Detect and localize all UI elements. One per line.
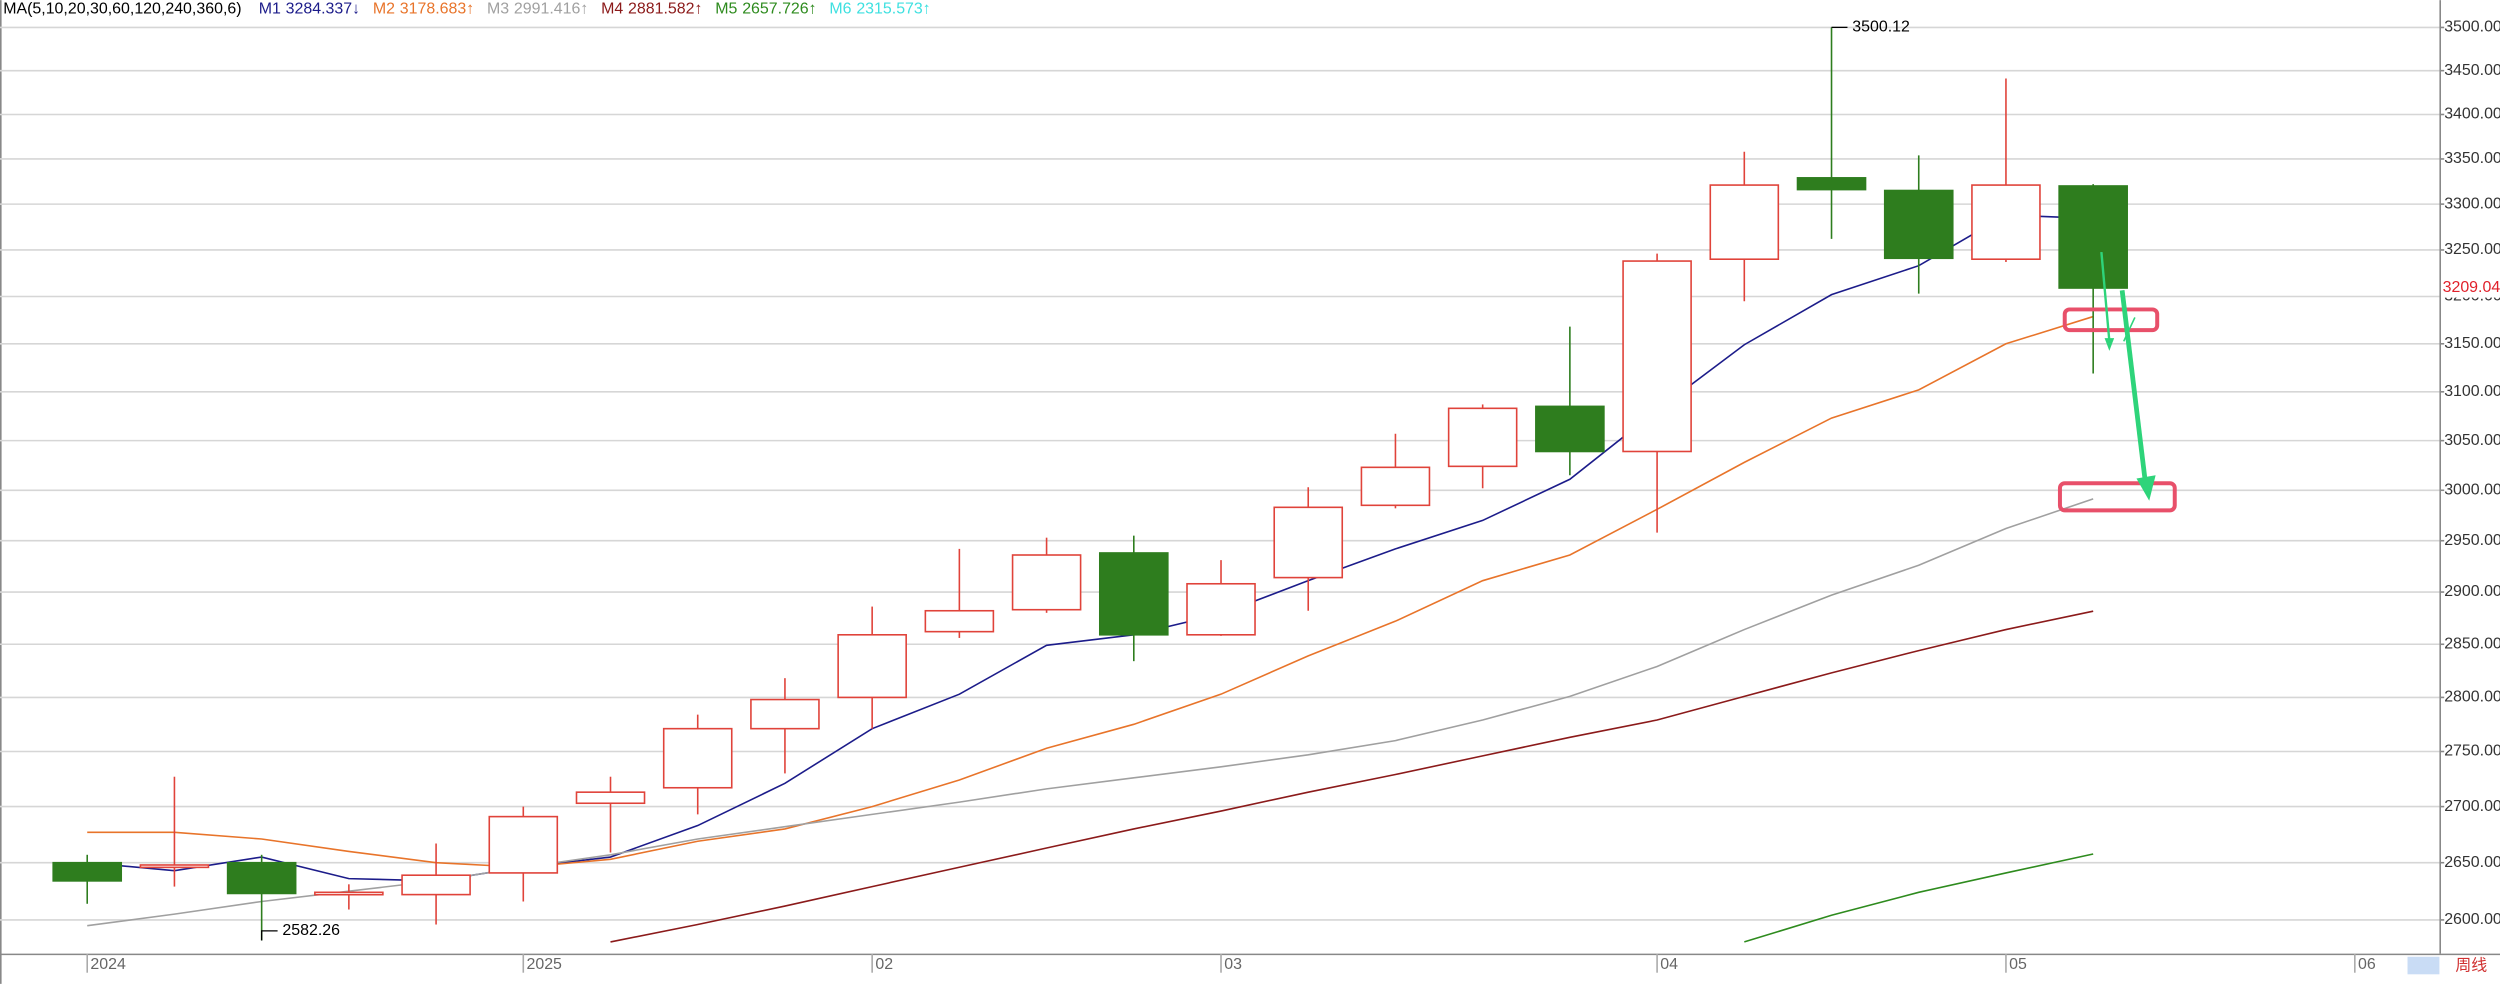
period-box bbox=[2407, 956, 2440, 975]
legend-name: M3 bbox=[487, 1, 509, 18]
period-tab[interactable]: 周线 bbox=[2455, 957, 2487, 975]
y-tick-label: 2600.00 bbox=[2444, 911, 2500, 928]
y-tick-label: 3400.00 bbox=[2444, 106, 2500, 123]
candle-body bbox=[1883, 189, 1954, 260]
candles bbox=[52, 27, 2128, 941]
candle-body bbox=[226, 861, 297, 895]
candle-body bbox=[1360, 466, 1431, 507]
candle-body bbox=[1796, 177, 1867, 191]
candle-body bbox=[1447, 407, 1518, 468]
annotation-label: 2582.26 bbox=[282, 922, 340, 939]
annotation-label: 3500.12 bbox=[1852, 19, 1910, 36]
legend-name: M4 bbox=[601, 1, 623, 18]
y-tick-label: 2950.00 bbox=[2444, 532, 2500, 549]
arrow-head bbox=[2136, 475, 2156, 501]
legend-text: MA(5,10,20,30,60,120,240,360,6) M1 3284.3… bbox=[3, 1, 931, 18]
arrow bbox=[2123, 317, 2136, 342]
ma-line bbox=[610, 610, 2094, 943]
y-tick-label: 3250.00 bbox=[2444, 241, 2500, 258]
legend: MA(5,10,20,30,60,120,240,360,6) M1 3284.3… bbox=[3, 1, 931, 18]
ma-line bbox=[1744, 853, 2094, 943]
candle-body bbox=[1622, 260, 1692, 453]
y-tick-label: 3450.00 bbox=[2444, 62, 2500, 79]
x-tick-label: 03 bbox=[1224, 956, 1242, 973]
highlight-box bbox=[2057, 481, 2177, 513]
candle-body bbox=[1535, 405, 1605, 453]
x-tick-label: 2024 bbox=[90, 956, 126, 973]
candle-body bbox=[2058, 185, 2128, 289]
candle-body bbox=[139, 864, 210, 869]
annotation-leader bbox=[261, 930, 278, 941]
y-tick-label: 3350.00 bbox=[2444, 150, 2500, 167]
y-tick-label: 2850.00 bbox=[2444, 635, 2500, 652]
candle-body bbox=[750, 698, 820, 730]
candle-body bbox=[314, 891, 384, 896]
legend-name: M6 bbox=[829, 1, 851, 18]
legend-title: MA(5,10,20,30,60,120,240,360,6) bbox=[3, 1, 241, 18]
candle-body bbox=[837, 634, 907, 699]
y-tick-label: 2650.00 bbox=[2444, 854, 2500, 871]
legend-name: M1 bbox=[259, 1, 281, 18]
arrow bbox=[2119, 290, 2149, 489]
legend-value: 2991.416↑ bbox=[514, 1, 588, 18]
candle-body bbox=[1186, 582, 1256, 636]
user-drawings bbox=[2057, 251, 2177, 513]
ma-line bbox=[87, 315, 2094, 869]
legend-name: M2 bbox=[373, 1, 395, 18]
grid bbox=[0, 26, 2445, 973]
y-tick-label: 3500.00 bbox=[2444, 19, 2500, 36]
candle-body bbox=[1709, 184, 1780, 261]
y-tick-label: 2750.00 bbox=[2444, 743, 2500, 760]
candle-body bbox=[52, 861, 123, 882]
candle-body bbox=[924, 609, 995, 633]
last-price-bg bbox=[2441, 278, 2500, 298]
y-tick-label: 3300.00 bbox=[2444, 195, 2500, 212]
y-tick-label: 3100.00 bbox=[2444, 383, 2500, 400]
y-tick-label: 3150.00 bbox=[2444, 335, 2500, 352]
legend-name: M5 bbox=[715, 1, 737, 18]
y-tick-label: 2700.00 bbox=[2444, 798, 2500, 815]
x-tick-label: 02 bbox=[875, 956, 893, 973]
y-tick-label: 3050.00 bbox=[2444, 432, 2500, 449]
y-tick-label: 2900.00 bbox=[2444, 583, 2500, 600]
arrow bbox=[2100, 251, 2111, 342]
candle-body bbox=[1971, 184, 2041, 261]
x-tick-label: 04 bbox=[1660, 956, 1678, 973]
x-tick-label: 2025 bbox=[526, 956, 562, 973]
last-price-label: 3209.04 bbox=[2443, 279, 2500, 296]
candle-body bbox=[662, 727, 733, 789]
legend-value: 3284.337↓ bbox=[286, 1, 360, 18]
y-tick-label: 3000.00 bbox=[2444, 481, 2500, 498]
y-tick-label: 2800.00 bbox=[2444, 689, 2500, 706]
arrow-head bbox=[2104, 338, 2115, 351]
candle-body bbox=[1273, 506, 1344, 579]
candle-body bbox=[1098, 552, 1169, 636]
candle-body bbox=[575, 791, 646, 805]
x-tick-label: 06 bbox=[2358, 956, 2376, 973]
candle-body bbox=[1011, 554, 1082, 611]
candle-body bbox=[488, 815, 559, 874]
x-tick-label: 05 bbox=[2009, 956, 2027, 973]
legend-value: 3178.683↑ bbox=[400, 1, 474, 18]
legend-value: 2881.582↑ bbox=[628, 1, 702, 18]
highlight-box bbox=[2062, 307, 2160, 333]
candle-body bbox=[401, 874, 471, 896]
legend-value: 2657.726↑ bbox=[742, 1, 816, 18]
legend-value: 2315.573↑ bbox=[856, 1, 930, 18]
